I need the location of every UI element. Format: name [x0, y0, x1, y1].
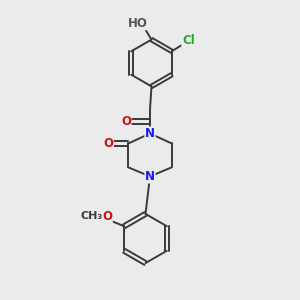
Text: Cl: Cl	[182, 34, 195, 47]
Text: N: N	[145, 170, 155, 183]
Text: HO: HO	[128, 16, 148, 30]
Text: N: N	[145, 127, 155, 140]
Text: O: O	[121, 115, 131, 128]
Text: O: O	[103, 137, 113, 150]
Text: CH₃: CH₃	[80, 211, 102, 221]
Text: O: O	[102, 210, 112, 223]
